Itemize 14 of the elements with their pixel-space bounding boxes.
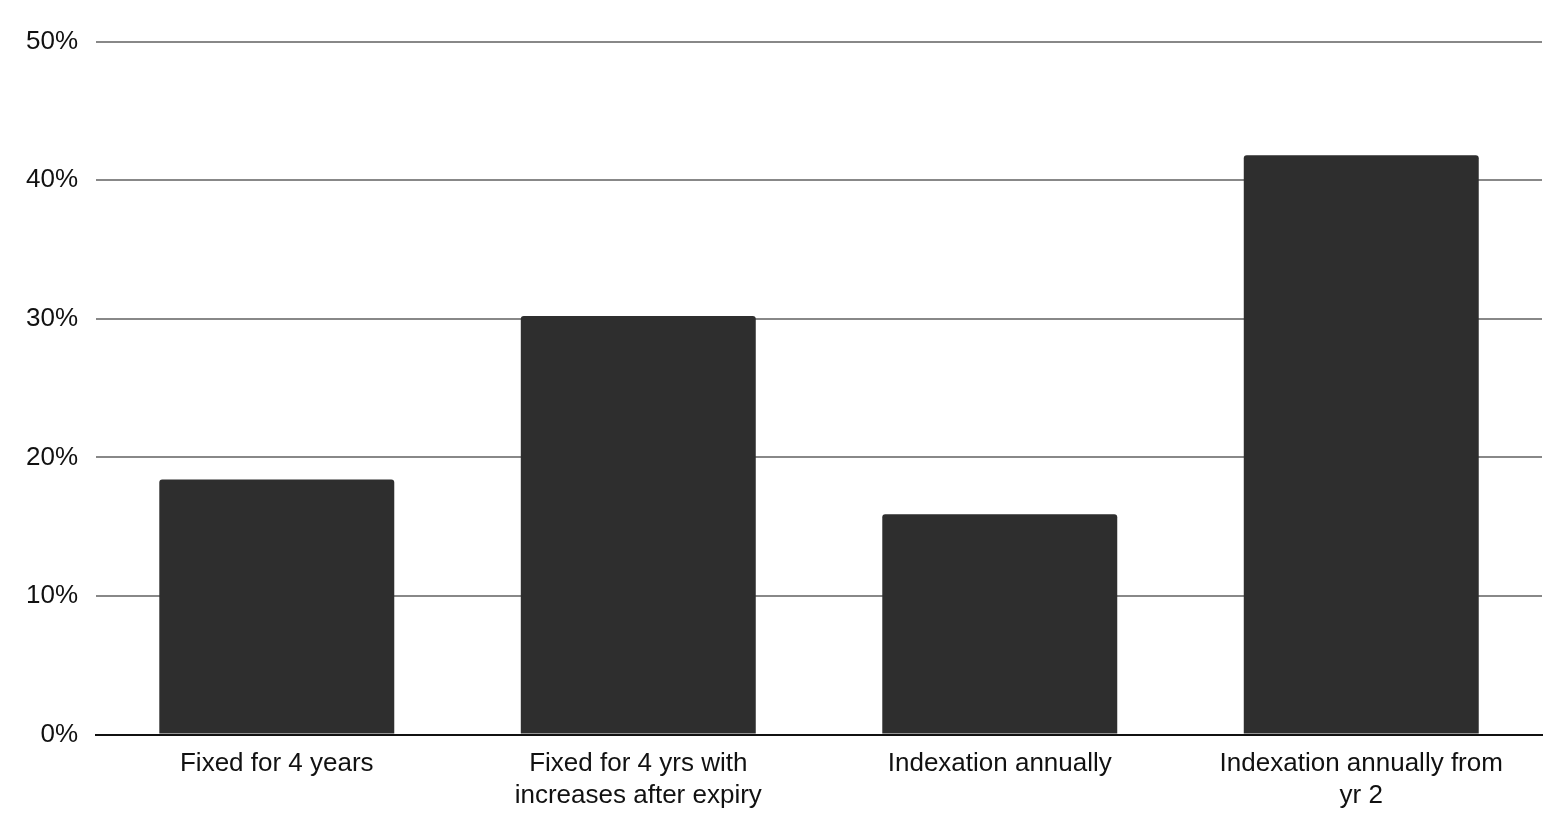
- y-tick-label: 40%: [25, 163, 79, 194]
- x-tick-label: Fixed for 4 yrs with increases after expiry: [514, 747, 762, 809]
- x-tick-label: Indexation annually: [887, 747, 1112, 778]
- y-tick-label: 30%: [25, 301, 79, 332]
- x-tick-label: Indexation annually from yr 2: [1219, 747, 1503, 809]
- x-tick-label: Fixed for 4 years: [179, 747, 374, 778]
- bar: [159, 479, 395, 734]
- bar: [520, 316, 756, 734]
- y-tick-label: 20%: [25, 440, 79, 471]
- bar: [1243, 155, 1479, 734]
- y-tick-label: 0%: [40, 717, 79, 748]
- y-tick-label: 10%: [25, 579, 79, 610]
- bar: [882, 514, 1118, 734]
- y-tick-label: 50%: [25, 24, 79, 55]
